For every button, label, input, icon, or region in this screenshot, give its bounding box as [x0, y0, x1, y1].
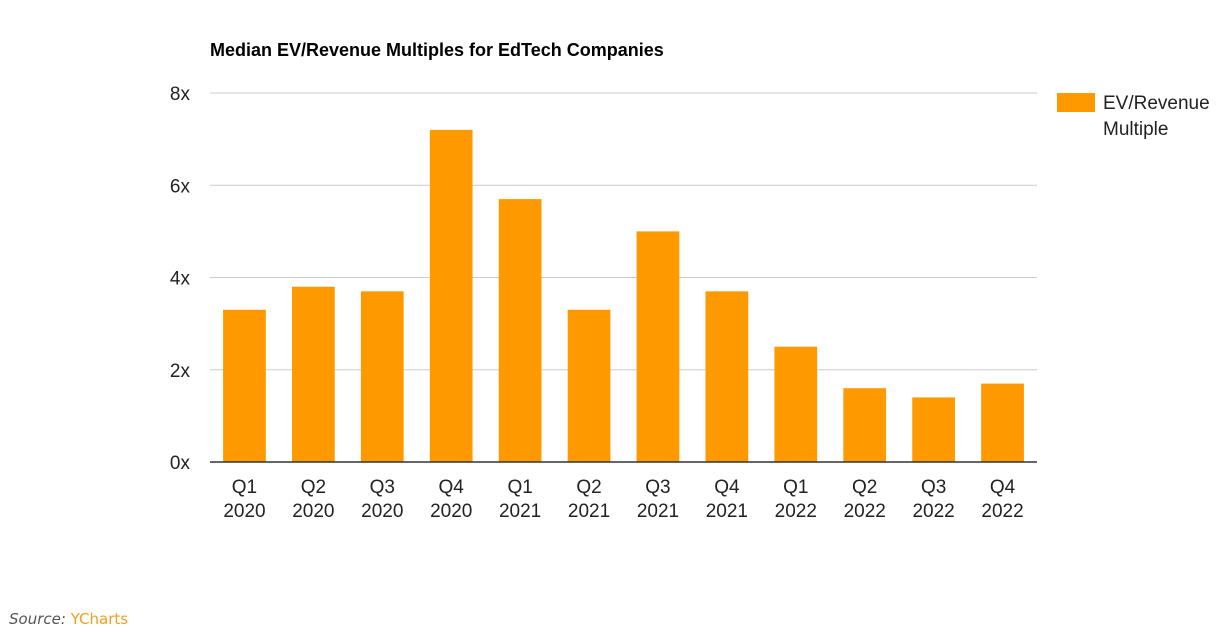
x-tick-label: 2022 [912, 501, 954, 522]
legend-swatch [1057, 93, 1095, 112]
bar [705, 291, 749, 462]
y-tick-label: 4x [170, 269, 191, 290]
bar [223, 309, 266, 462]
bar [292, 286, 335, 462]
x-tick-label: Q3 [645, 477, 670, 498]
chart-title: Median EV/Revenue Multiples for EdTech C… [210, 40, 664, 60]
bar [843, 388, 887, 462]
x-tick-label: Q3 [921, 477, 946, 498]
x-tick-label: 2021 [499, 501, 541, 522]
x-tick-label: Q2 [852, 477, 877, 498]
bar [912, 397, 955, 462]
source-note: Source: YCharts [9, 610, 128, 628]
source-link[interactable]: YCharts [70, 610, 129, 628]
bar [429, 129, 473, 462]
bar [360, 291, 404, 462]
x-tick-label: 2021 [706, 501, 748, 522]
bar [636, 231, 680, 462]
bar [981, 383, 1024, 462]
x-tick-label: 2021 [568, 501, 610, 522]
x-tick-label: 2022 [981, 501, 1023, 522]
y-tick-label: 6x [170, 176, 191, 197]
x-tick-label: Q4 [439, 477, 465, 498]
x-tick-label: 2020 [292, 501, 334, 522]
legend-label: EV/Revenue Multiple [1103, 93, 1210, 140]
x-tick-label: 2020 [430, 501, 472, 522]
x-tick-label: Q2 [301, 477, 326, 498]
y-tick-label: 2x [170, 361, 191, 382]
x-tick-label: 2020 [361, 501, 403, 522]
x-tick-label: 2021 [637, 501, 679, 522]
bar [567, 309, 611, 462]
x-tick-label: 2022 [844, 501, 886, 522]
legend: EV/Revenue Multiple [1057, 91, 1218, 143]
x-tick-label: Q1 [783, 477, 808, 498]
x-tick-label: Q1 [232, 477, 257, 498]
source-prefix: Source: [9, 610, 66, 628]
x-tick-label: Q3 [370, 477, 395, 498]
x-tick-label: Q4 [990, 477, 1016, 498]
x-tick-label: Q2 [576, 477, 601, 498]
x-tick-label: 2022 [775, 501, 817, 522]
bar [774, 346, 818, 462]
x-tick-label: Q4 [714, 477, 740, 498]
x-tick-label: Q1 [507, 477, 532, 498]
x-tick-label: 2020 [223, 501, 265, 522]
y-tick-label: 0x [170, 453, 191, 474]
y-tick-label: 8x [170, 84, 191, 105]
bar [498, 199, 542, 462]
